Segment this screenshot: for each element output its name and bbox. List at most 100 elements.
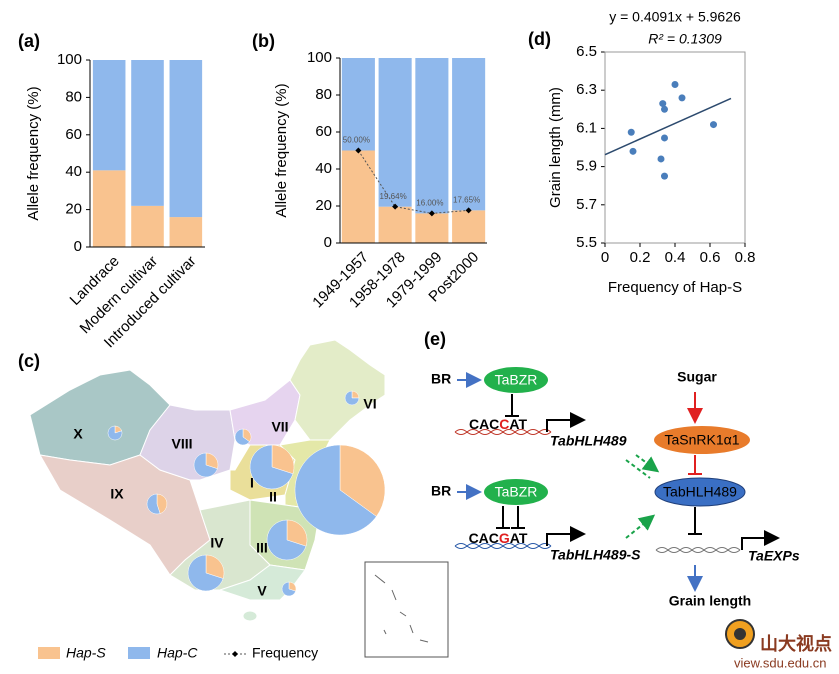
bar <box>452 58 486 211</box>
region-label: V <box>257 583 267 599</box>
bar <box>92 60 126 171</box>
panel-label: (d) <box>528 29 551 49</box>
pie-slice <box>107 425 123 441</box>
pie-slice <box>146 493 161 515</box>
bar <box>341 58 375 151</box>
region-label: VIII <box>171 436 192 452</box>
inhibit <box>688 455 702 475</box>
dashed-arrow <box>625 514 656 539</box>
motif-part: CAC <box>469 530 499 546</box>
point <box>661 105 668 113</box>
x-tick-label: 0.4 <box>665 249 686 266</box>
y-axis-label: Allele frequency (%) <box>273 83 290 217</box>
legend: Hap-S Hap-C Frequency <box>38 645 318 661</box>
x-axis-label: Frequency of Hap-S <box>608 279 742 296</box>
region-label: IX <box>110 486 124 502</box>
panel-label: (e) <box>424 329 446 349</box>
panel-label: (b) <box>252 31 275 51</box>
tss <box>546 526 586 546</box>
y-tick-label: 100 <box>57 51 82 68</box>
bar <box>378 206 412 243</box>
data-label: 50.00% <box>343 136 370 145</box>
region-label: I <box>250 475 254 491</box>
x-tick-label: 0.6 <box>700 249 721 266</box>
node-label: TaBZR <box>495 484 538 500</box>
point <box>678 94 686 102</box>
bar <box>131 60 164 206</box>
x-tick-label: 0.2 <box>630 249 651 266</box>
data-label: 19.64% <box>380 192 407 201</box>
bar <box>169 60 203 218</box>
pie-slice <box>266 519 307 561</box>
pie-slice <box>286 519 308 547</box>
diagram: (e) BR TaBZR CACCAT TabHLH489 BR TaBZR C… <box>424 329 800 609</box>
data-label: 16.00% <box>416 199 443 208</box>
pie-slice <box>205 554 225 579</box>
motif-part: AT <box>510 530 528 546</box>
bar <box>92 170 126 247</box>
legend-swatch <box>128 647 150 659</box>
dashed-arrow <box>625 454 656 478</box>
pie-slice <box>344 390 360 406</box>
trendline <box>604 97 732 156</box>
gene: TaEXPs <box>748 548 800 564</box>
line <box>357 150 469 214</box>
pie-slice <box>281 581 296 597</box>
plot-frame <box>604 51 746 244</box>
motif-part: CAC <box>469 416 499 432</box>
output: Grain length <box>669 593 751 609</box>
node-label: TaBZR <box>495 372 538 388</box>
watermark: 山大视点 view.sdu.edu.cn <box>725 619 832 670</box>
panel-label: (a) <box>18 31 40 51</box>
point <box>661 172 668 180</box>
region-label: VII <box>271 419 288 435</box>
y-tick-label: 60 <box>65 126 82 143</box>
legend-swatch <box>38 647 60 659</box>
motif-part: G <box>499 530 510 546</box>
gene: TabHLH489 <box>550 433 627 449</box>
bar <box>169 217 203 247</box>
watermark-url: view.sdu.edu.cn <box>734 655 827 670</box>
gene: TabHLH489-S <box>550 547 641 563</box>
motif: CACGAT <box>469 530 528 546</box>
watermark-name: 山大视点 <box>760 633 832 654</box>
marker <box>465 207 472 214</box>
motif-part: C <box>499 416 509 432</box>
y-tick-label: 5.5 <box>576 234 597 251</box>
y-tick-label: 6.1 <box>576 119 597 136</box>
node-label: TaSnRK1α1 <box>664 432 739 448</box>
y-tick-label: 80 <box>65 88 82 105</box>
y-tick-label: 60 <box>315 123 332 140</box>
region-shape <box>289 339 386 441</box>
legend-label: Frequency <box>252 645 318 661</box>
tss <box>546 412 586 432</box>
bar <box>341 150 375 243</box>
y-tick-label: 6.3 <box>576 81 597 98</box>
logo <box>734 628 746 640</box>
point <box>671 80 679 88</box>
bar <box>131 205 164 247</box>
inhibit <box>688 507 702 535</box>
pie-slice <box>156 493 168 514</box>
y-tick-label: 40 <box>315 160 332 177</box>
inset-islands <box>374 574 429 643</box>
r-squared: R² = 0.1309 <box>648 31 722 47</box>
point <box>629 147 637 155</box>
node <box>654 426 750 454</box>
pie-slice <box>187 554 224 592</box>
pie-slice <box>249 444 294 490</box>
y-tick-label: 0 <box>74 238 82 255</box>
node <box>484 367 548 393</box>
equation: y = 0.4091x + 5.9626 <box>609 9 741 25</box>
pie-slice <box>339 444 386 517</box>
node <box>484 479 548 505</box>
dna <box>655 547 741 553</box>
bar <box>452 210 486 243</box>
point <box>710 121 717 129</box>
y-tick-label: 5.7 <box>576 196 597 213</box>
dna <box>454 543 552 549</box>
inhibit <box>496 506 525 529</box>
legend-marker <box>232 651 238 657</box>
signal: BR <box>431 371 451 387</box>
